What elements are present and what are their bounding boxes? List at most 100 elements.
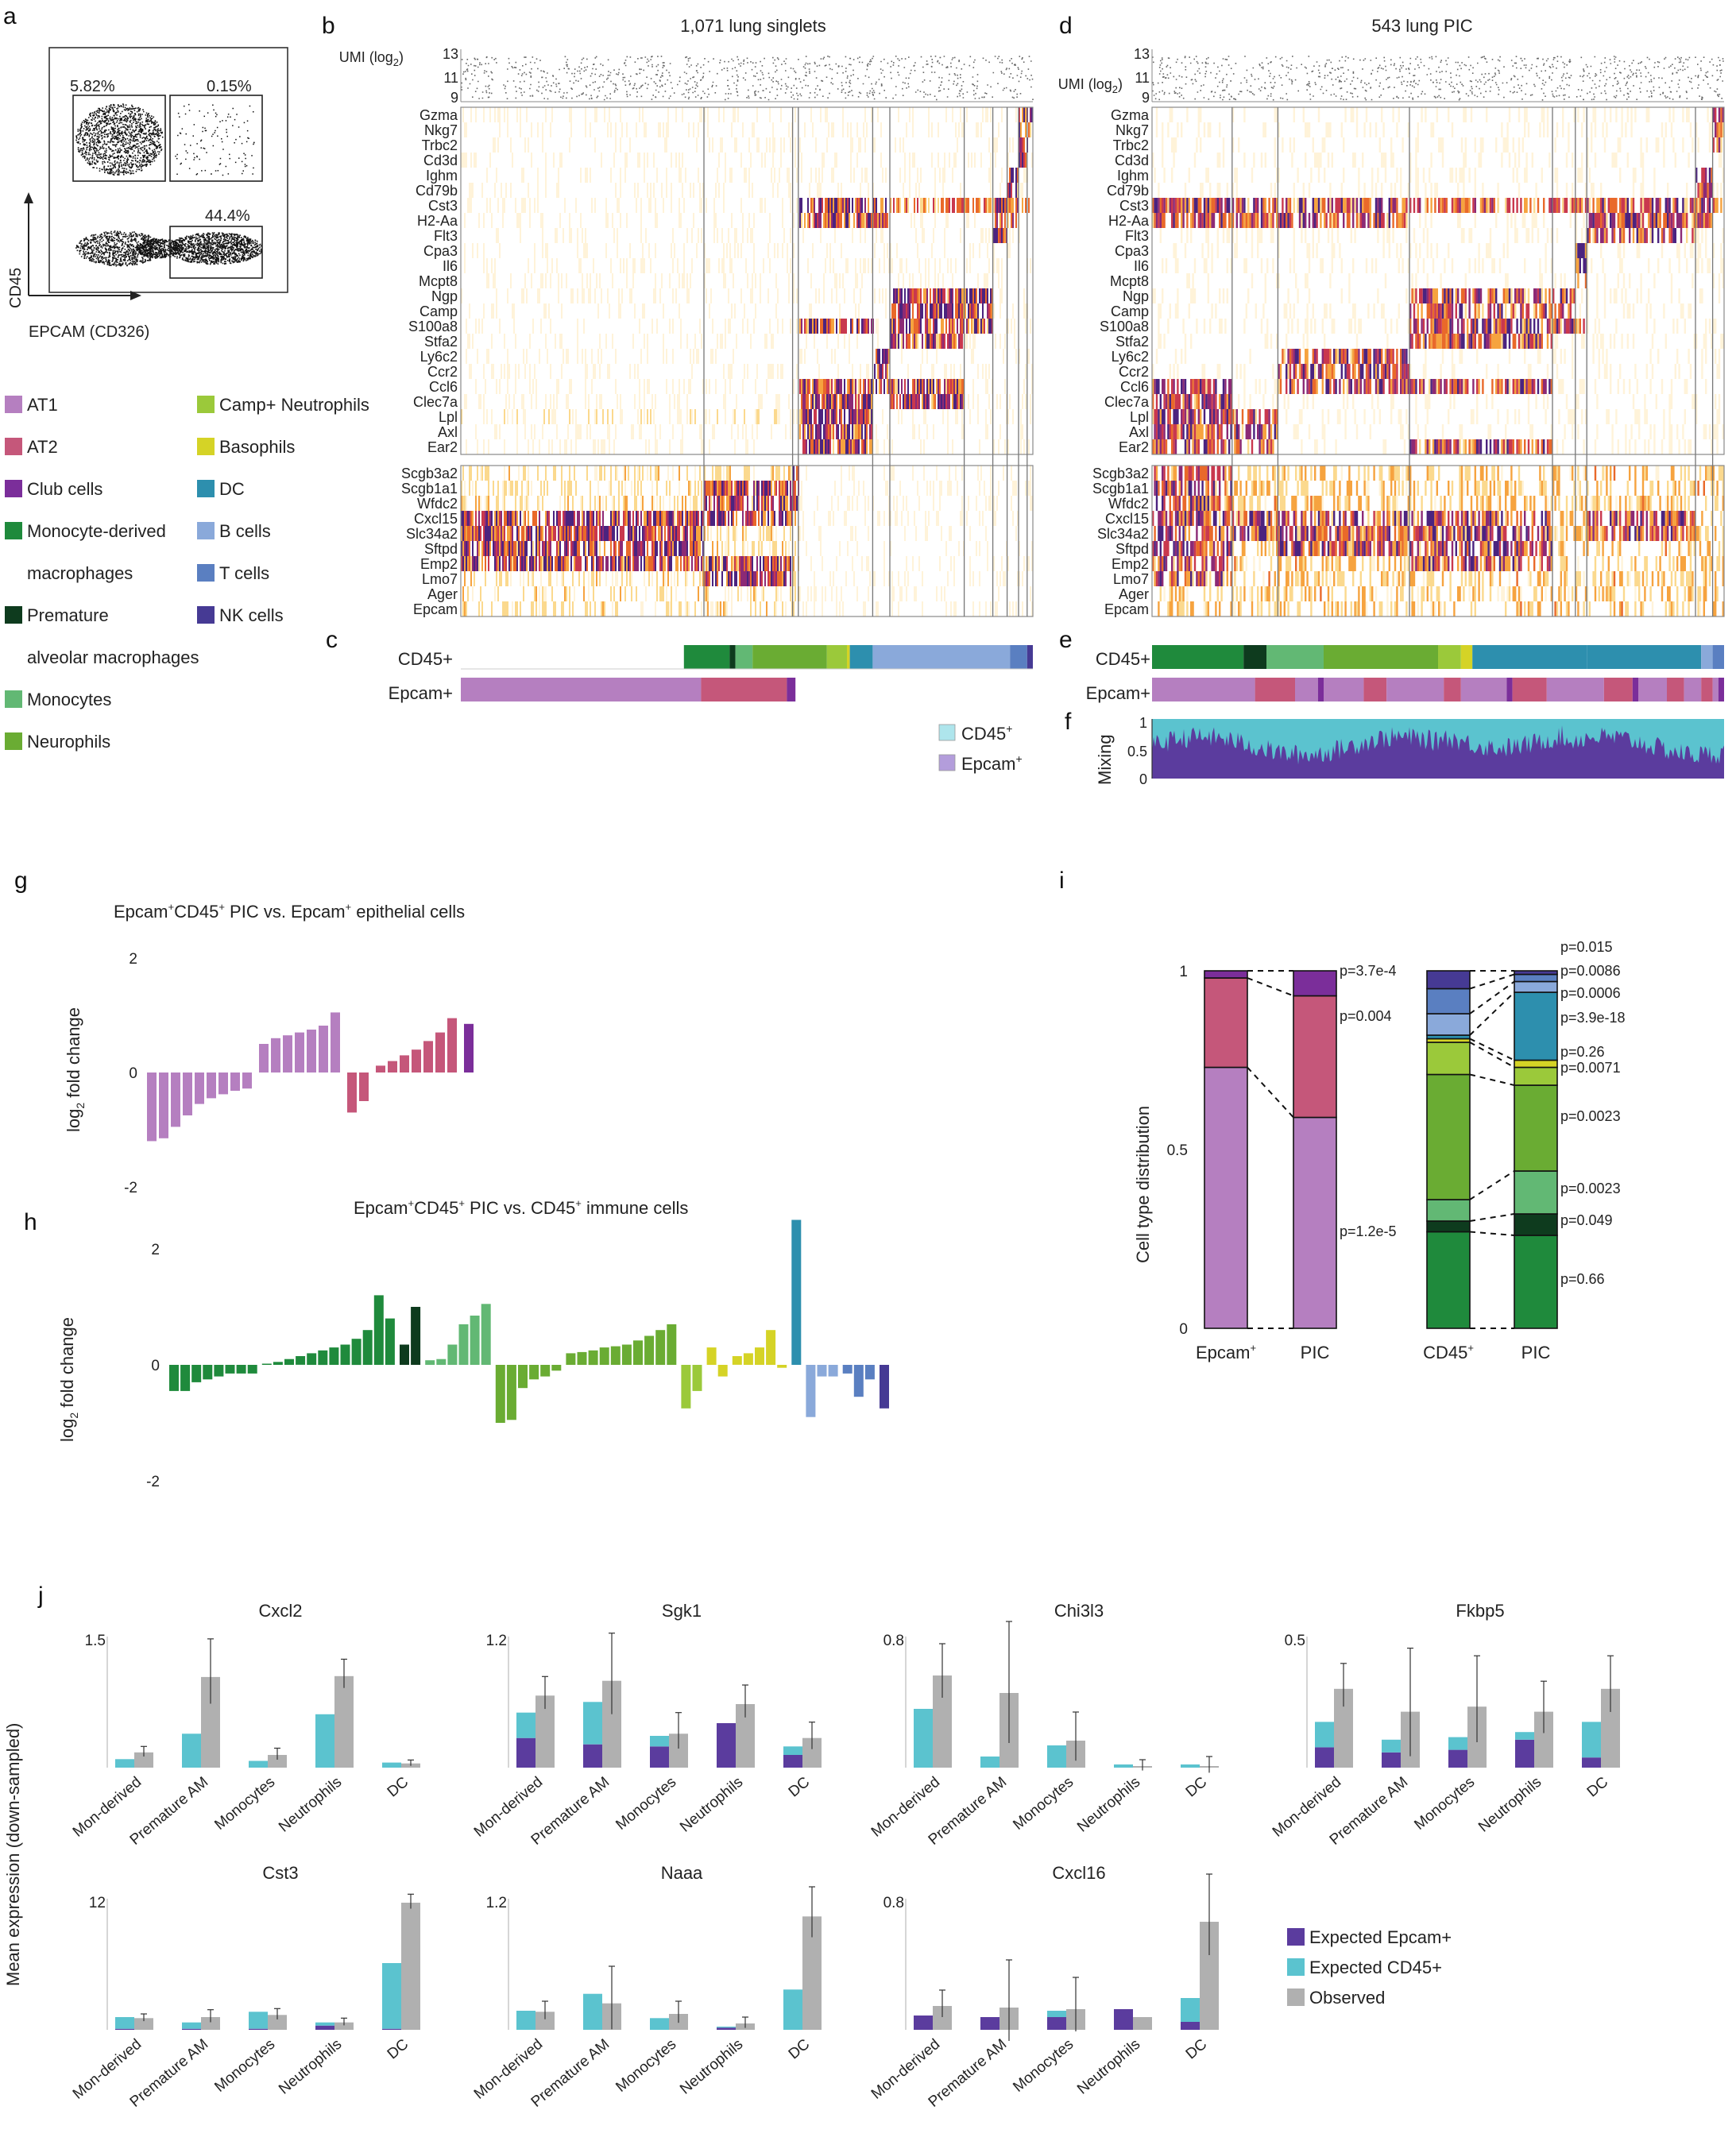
heatmap-cells	[1152, 107, 1724, 616]
expected-epcam-bar	[717, 1723, 736, 1768]
fold-change-bar	[732, 1356, 742, 1365]
distribution-segment	[1204, 1066, 1248, 1329]
gene-label: Emp2	[420, 556, 458, 572]
y-max-tick: 1.5	[85, 1633, 106, 1649]
fold-change-bar	[247, 1365, 257, 1374]
gene-label: Ccr2	[1119, 364, 1149, 380]
cd45-annotation-segment	[1010, 645, 1027, 669]
cd45-annotation-segment	[1152, 645, 1244, 669]
fold-change-bar	[147, 1072, 157, 1142]
p-value: p=0.0006	[1560, 985, 1621, 1001]
gene-label: Cd79b	[416, 183, 458, 199]
fold-change-bar	[864, 1365, 875, 1380]
gene-label: Ighm	[426, 168, 458, 184]
cd45-annotation-segment	[1587, 645, 1702, 669]
gene-label: Cxcl15	[414, 511, 458, 527]
gene-label: Gzma	[420, 107, 458, 123]
annotation-bars-e	[1152, 645, 1724, 701]
p-value: p=3.7e-4	[1340, 963, 1397, 979]
y-axis-label: log2 fold change	[64, 1007, 87, 1132]
epcam-annotation-segment	[461, 678, 702, 701]
panel-label-b: b	[322, 13, 335, 39]
gene-label: Epcam	[1104, 601, 1149, 617]
fold-change-bar	[400, 1344, 409, 1365]
category-label: Neutrophils	[677, 2036, 746, 2098]
fold-change-bar	[385, 1318, 395, 1365]
fold-change-bar	[347, 1072, 357, 1113]
y-tick: 0.5	[1167, 1142, 1188, 1159]
fold-change-bar	[225, 1365, 235, 1374]
fold-change-bar	[464, 1023, 474, 1072]
p-value: p=3.9e-18	[1560, 1010, 1626, 1026]
cd45-annotation-segment	[729, 645, 736, 669]
gene-label: Flt3	[1125, 228, 1149, 244]
distribution-segment	[1426, 1231, 1471, 1329]
fold-change-bar	[458, 1324, 469, 1365]
distribution-segment	[1514, 1084, 1558, 1172]
epcam-legend-swatch	[938, 754, 956, 771]
p-value: p=0.0023	[1560, 1181, 1621, 1196]
expected-cd45-bar	[182, 1733, 201, 1768]
gene-title: Fkbp5	[1456, 1601, 1504, 1621]
fold-change-bar	[518, 1365, 528, 1389]
fold-change-bar	[236, 1365, 246, 1374]
fold-change-bar	[506, 1365, 516, 1420]
gene-label: Nkg7	[1115, 122, 1149, 138]
gene-title: Cxcl2	[258, 1601, 302, 1621]
expected-cd45-bar	[914, 1709, 933, 1768]
gene-label: Lpl	[439, 409, 458, 425]
category-label: DC	[786, 2036, 814, 2063]
legend-label: Monocytes	[27, 690, 111, 709]
gene-label: Slc34a2	[1097, 526, 1149, 542]
legend-swatch	[5, 438, 22, 455]
fold-change-chart-g: Epcam+CD45+ PIC vs. Epcam+ epithelial ce…	[64, 901, 474, 1196]
gene-label: Scgb1a1	[401, 481, 458, 497]
gene-label: Axl	[1129, 424, 1149, 440]
gene-label: Axl	[438, 424, 458, 440]
cd45-annotation-segment	[826, 645, 847, 669]
category-label: Neutrophils	[1074, 1774, 1143, 1836]
panel-c-cd45-label: CD45+	[398, 649, 453, 669]
expected-epcam-bar	[1382, 1752, 1401, 1768]
y-tick: -2	[124, 1180, 137, 1196]
gene-label: Nkg7	[424, 122, 458, 138]
epcam-annotation-segment	[701, 678, 787, 701]
panel-c-epcam-label: Epcam+	[389, 683, 453, 703]
epcam-annotation-segment	[1701, 678, 1713, 701]
expected-epcam-bar	[1448, 1749, 1467, 1768]
gene-label: Il6	[443, 258, 458, 274]
gene-title: Cxcl16	[1052, 1863, 1105, 1883]
mixing-plot	[1151, 719, 1724, 779]
cd45-annotation-segment	[1027, 645, 1033, 669]
gene-label: Lmo7	[1113, 571, 1149, 587]
p-value: p=0.0023	[1560, 1108, 1621, 1124]
fold-change-bar	[828, 1365, 838, 1377]
y-max-tick: 0.5	[1285, 1633, 1305, 1649]
distribution-segment	[1426, 1220, 1471, 1233]
expected-cd45-bar	[650, 1736, 669, 1747]
observed-bar	[134, 1752, 153, 1768]
legend-label: Monocyte-derived	[27, 521, 166, 541]
observed-bar	[268, 1755, 287, 1768]
umi-tick-low-d: 9	[1142, 90, 1150, 106]
category-label: Monocytes	[1010, 1774, 1077, 1834]
gene-label: Cst3	[1119, 198, 1149, 214]
cd45-annotation-segment	[872, 645, 1011, 669]
fold-change-bar	[362, 1330, 373, 1365]
panel-e-epcam-label: Epcam+	[1086, 683, 1150, 703]
fold-change-bar	[621, 1344, 632, 1365]
epcam-annotation-segment	[1632, 678, 1638, 701]
panel-j-y-label: Mean expression (down-sampled)	[3, 1723, 23, 1986]
gene-label: Ccr2	[427, 364, 458, 380]
expected-epcam-bar	[650, 1746, 669, 1768]
fold-change-bar	[169, 1365, 179, 1391]
legend-label: macrophages	[27, 563, 133, 583]
distribution-segment	[1426, 1199, 1471, 1222]
observed-bar	[401, 1903, 420, 2030]
gene-label: Trbc2	[422, 137, 458, 153]
cd45-annotation-segment	[847, 645, 850, 669]
legend-label: Club cells	[27, 479, 102, 499]
distribution-segment	[1204, 970, 1248, 979]
expected-cd45-bar	[249, 1760, 268, 1768]
